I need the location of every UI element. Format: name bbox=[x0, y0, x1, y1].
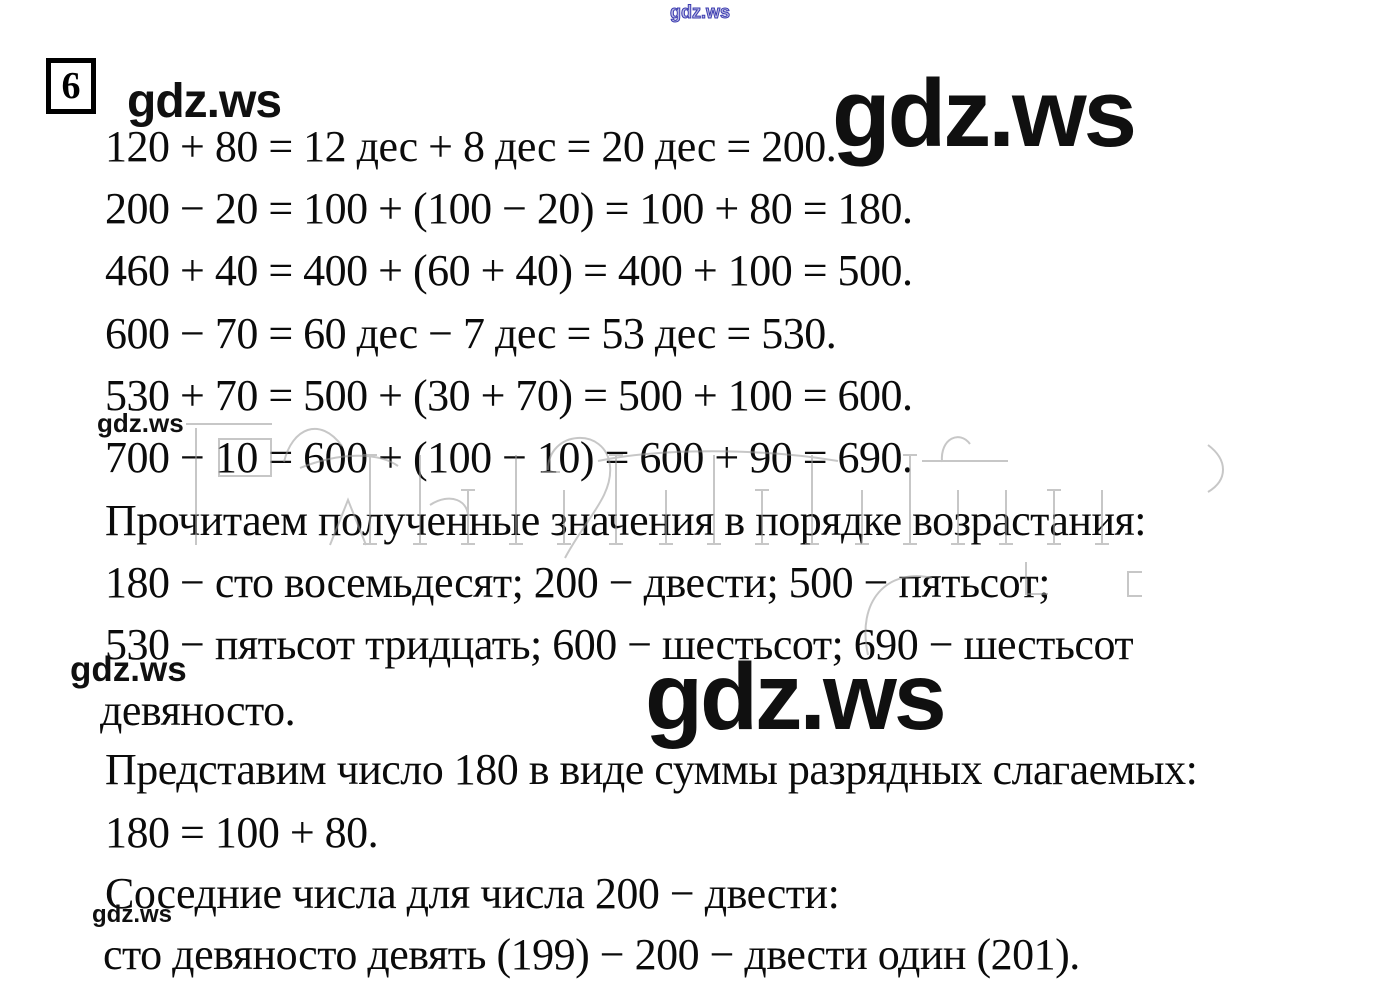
gdz-logo-large-center: gdz.ws bbox=[645, 644, 947, 750]
text-line-read-values: Прочитаем полученные значения в порядке … bbox=[105, 496, 1146, 545]
gdz-logo-large-right: gdz.ws bbox=[832, 60, 1137, 167]
math-line-3: 460 + 40 = 400 + (60 + 40) = 400 + 100 =… bbox=[105, 246, 913, 295]
text-line-values-2: 530 − пятьсот тридцать; 600 − шестьсот; … bbox=[105, 620, 1134, 669]
problem-number: 6 bbox=[61, 65, 81, 107]
math-line-6: 700 − 10 = 600 + (100 − 10) = 600 + 90 =… bbox=[105, 433, 913, 482]
text-line-ninety: девяносто. bbox=[100, 686, 296, 735]
text-line-values-1: 180 − сто восемьдесят; 200 − двести; 500… bbox=[105, 558, 1050, 607]
gdz-watermark-inline-1: gdz.ws bbox=[97, 408, 184, 438]
gdz-watermark-inline-3: gdz.ws bbox=[92, 901, 173, 928]
site-watermark-top-center: gdz.ws bbox=[669, 2, 731, 22]
text-line-neighbors-200: Соседние числа для числа 200 − двести: bbox=[105, 869, 840, 918]
math-line-4: 600 − 70 = 60 дес − 7 дес = 53 дес = 530… bbox=[105, 309, 837, 358]
math-line-2: 200 − 20 = 100 + (100 − 20) = 100 + 80 =… bbox=[105, 184, 913, 233]
text-line-199-201: сто девяносто девять (199) − 200 − двест… bbox=[103, 930, 1080, 979]
gdz-watermark-inline-2: gdz.ws bbox=[70, 650, 187, 689]
problem-number-box: 6 bbox=[46, 58, 96, 114]
math-line-180-sum: 180 = 100 + 80. bbox=[105, 808, 379, 857]
text-line-represent-180: Представим число 180 в виде суммы разряд… bbox=[105, 745, 1198, 794]
math-line-1: 120 + 80 = 12 дес + 8 дес = 20 дес = 200… bbox=[105, 122, 837, 171]
gdz-logo-top-left: gdz.ws bbox=[127, 75, 282, 128]
math-line-5: 530 + 70 = 500 + (30 + 70) = 500 + 100 =… bbox=[105, 371, 913, 420]
